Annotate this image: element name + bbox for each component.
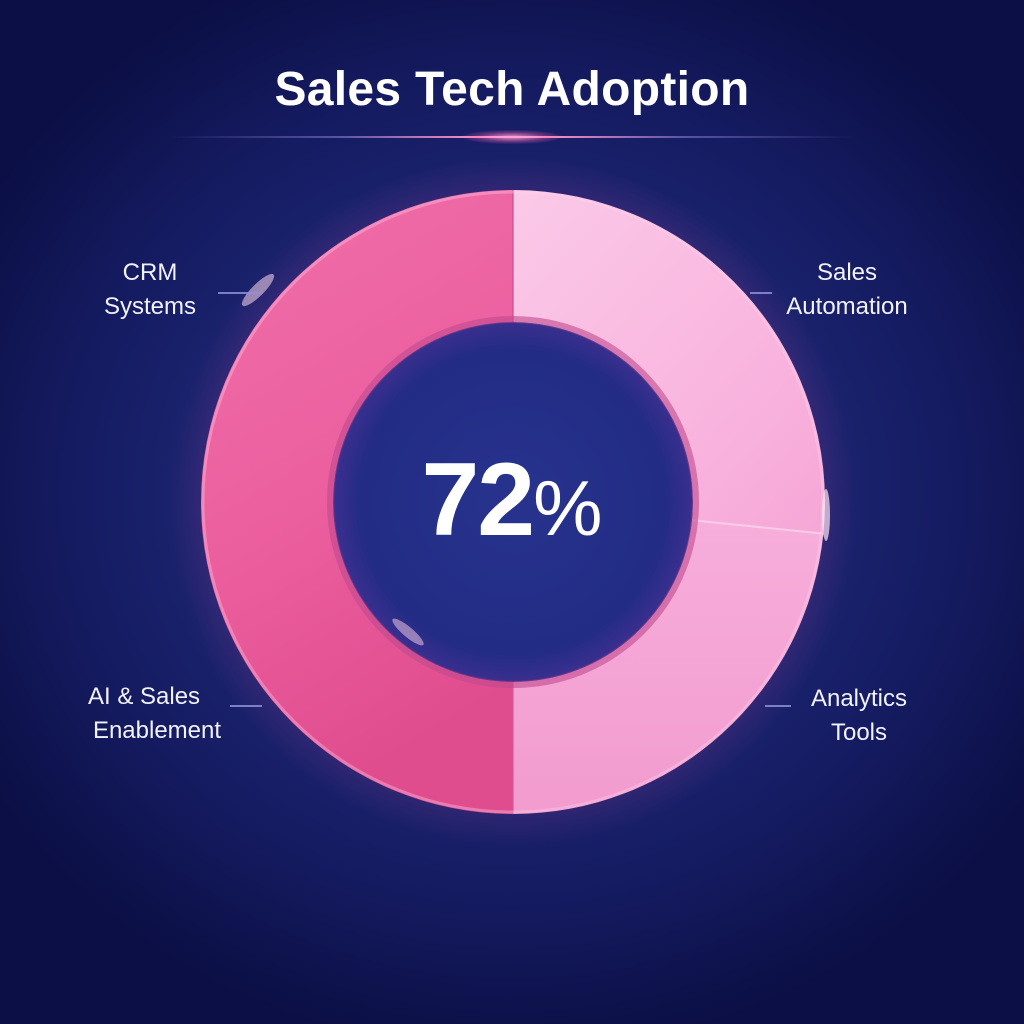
donut-inner-edge — [327, 316, 699, 688]
leader-line-automation — [750, 292, 772, 294]
label-crm-line1: CRM — [122, 259, 178, 286]
label-ai-line2: Enablement — [92, 717, 222, 744]
seam-right — [691, 519, 824, 535]
label-analytics-line1: Analytics — [810, 685, 908, 712]
leader-line-crm — [218, 292, 262, 294]
donut-hole — [334, 323, 692, 681]
label-sales-automation: Sales Automation — [772, 256, 922, 324]
label-ai-sales-enablement: AI & Sales Enablement — [82, 680, 232, 748]
highlight-glint-right — [822, 489, 830, 541]
title-divider-glow — [462, 130, 562, 144]
label-analytics-line2: Tools — [830, 719, 888, 746]
leader-line-analytics — [765, 705, 791, 707]
leader-line-ai — [230, 705, 262, 707]
label-analytics-tools: Analytics Tools — [796, 682, 922, 750]
segment-sales-automation[interactable] — [513, 190, 826, 534]
center-percentage: 72% — [392, 425, 632, 583]
label-ai-line1: AI & Sales — [88, 683, 201, 710]
segment-analytics-tools[interactable] — [513, 520, 824, 814]
center-value-unit: % — [533, 464, 603, 552]
highlight-glint-left — [241, 273, 275, 307]
highlight-glint-inner — [392, 618, 424, 646]
segment-left-deep-pink[interactable] — [201, 190, 513, 814]
chart-title: Sales Tech Adoption — [274, 63, 750, 116]
center-value-number: 72 — [421, 442, 535, 558]
label-crm-line2: Systems — [103, 293, 196, 320]
label-crm-systems: CRM Systems — [92, 256, 208, 324]
label-automation-line1: Sales — [816, 259, 878, 286]
label-automation-line2: Automation — [786, 293, 908, 320]
